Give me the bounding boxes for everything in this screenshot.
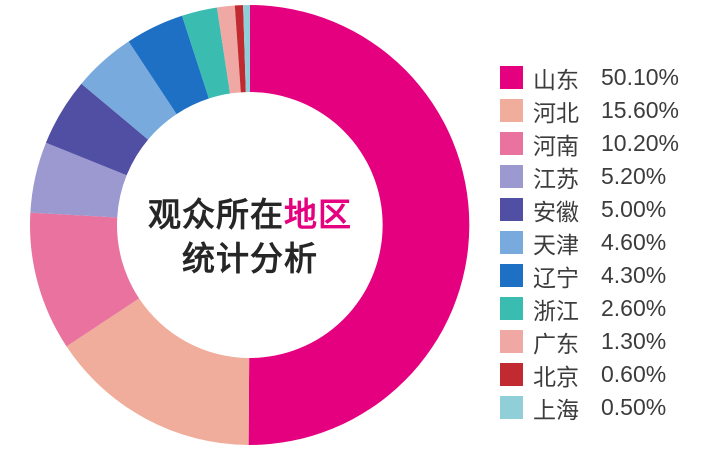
donut-slice-hebei bbox=[66, 298, 250, 445]
legend-swatch-tianjin bbox=[500, 231, 523, 254]
donut-slice-zhejiang bbox=[182, 7, 231, 99]
donut-slice-anhui bbox=[45, 83, 149, 176]
chart-title-line1-accent: 地区 bbox=[284, 196, 352, 233]
legend-value-tianjin: 4.60% bbox=[601, 229, 667, 255]
legend-swatch-henan bbox=[500, 132, 523, 155]
legend-swatch-zhejiang bbox=[500, 297, 523, 320]
legend-item-jiangsu: 江苏 5.20% bbox=[500, 160, 679, 193]
legend-label-tianjin: 天津 bbox=[533, 231, 579, 258]
legend-value-shanghai: 0.50% bbox=[601, 394, 667, 420]
donut-slice-beijing bbox=[234, 5, 246, 93]
legend-swatch-jiangsu bbox=[500, 165, 523, 188]
donut-slice-liaoning bbox=[128, 15, 209, 115]
chart-title-line1: 观众所在地区 bbox=[50, 193, 450, 237]
legend-label-shandong: 山东 bbox=[533, 66, 579, 93]
legend-label-henan: 河南 bbox=[533, 132, 579, 159]
chart-legend: 山东 50.10% 河北 15.60% 河南 10.20% 江苏 5.20% 安徽 5.00% 天津… bbox=[500, 61, 679, 424]
legend-item-shanghai: 上海 0.50% bbox=[500, 391, 679, 424]
legend-item-beijing: 北京 0.60% bbox=[500, 358, 679, 391]
legend-item-anhui: 安徽 5.00% bbox=[500, 193, 679, 226]
legend-label-liaoning: 辽宁 bbox=[533, 264, 579, 291]
legend-label-anhui: 安徽 bbox=[533, 198, 579, 225]
chart-title-line1-black: 观众所在 bbox=[148, 196, 284, 233]
legend-value-liaoning: 4.30% bbox=[601, 262, 667, 288]
legend-swatch-liaoning bbox=[500, 264, 523, 287]
legend-swatch-shandong bbox=[500, 66, 523, 89]
legend-label-guangdong: 广东 bbox=[533, 330, 579, 357]
legend-label-beijing: 北京 bbox=[533, 363, 579, 390]
legend-swatch-shanghai bbox=[500, 396, 523, 419]
legend-swatch-hebei bbox=[500, 99, 523, 122]
legend-swatch-beijing bbox=[500, 363, 523, 386]
legend-item-henan: 河南 10.20% bbox=[500, 127, 679, 160]
legend-label-zhejiang: 浙江 bbox=[533, 297, 579, 324]
donut-slice-tianjin bbox=[81, 41, 177, 140]
legend-item-tianjin: 天津 4.60% bbox=[500, 226, 679, 259]
legend-item-zhejiang: 浙江 2.60% bbox=[500, 292, 679, 325]
legend-item-liaoning: 辽宁 4.30% bbox=[500, 259, 679, 292]
legend-label-shanghai: 上海 bbox=[533, 396, 579, 423]
donut-slice-guangdong bbox=[216, 5, 241, 94]
legend-swatch-anhui bbox=[500, 198, 523, 221]
donut-slice-shandong bbox=[248, 5, 470, 446]
legend-value-beijing: 0.60% bbox=[601, 361, 667, 387]
chart-center-title: 观众所在地区 统计分析 bbox=[50, 193, 450, 281]
legend-value-hebei: 15.60% bbox=[601, 97, 680, 123]
legend-label-hebei: 河北 bbox=[533, 99, 579, 126]
donut-slice-henan bbox=[29, 212, 140, 347]
donut-chart bbox=[29, 5, 470, 446]
donut-slice-shanghai bbox=[243, 5, 250, 93]
legend-swatch-guangdong bbox=[500, 330, 523, 353]
legend-value-henan: 10.20% bbox=[601, 130, 680, 156]
legend-value-anhui: 5.00% bbox=[601, 196, 667, 222]
chart-title-line2: 统计分析 bbox=[182, 240, 318, 277]
legend-item-shandong: 山东 50.10% bbox=[500, 61, 679, 94]
legend-label-jiangsu: 江苏 bbox=[533, 165, 579, 192]
legend-value-jiangsu: 5.20% bbox=[601, 163, 667, 189]
legend-item-guangdong: 广东 1.30% bbox=[500, 325, 679, 358]
legend-item-hebei: 河北 15.60% bbox=[500, 94, 679, 127]
donut-slice-jiangsu bbox=[30, 142, 127, 218]
legend-value-shandong: 50.10% bbox=[601, 64, 680, 90]
legend-value-guangdong: 1.30% bbox=[601, 328, 667, 354]
legend-value-zhejiang: 2.60% bbox=[601, 295, 667, 321]
